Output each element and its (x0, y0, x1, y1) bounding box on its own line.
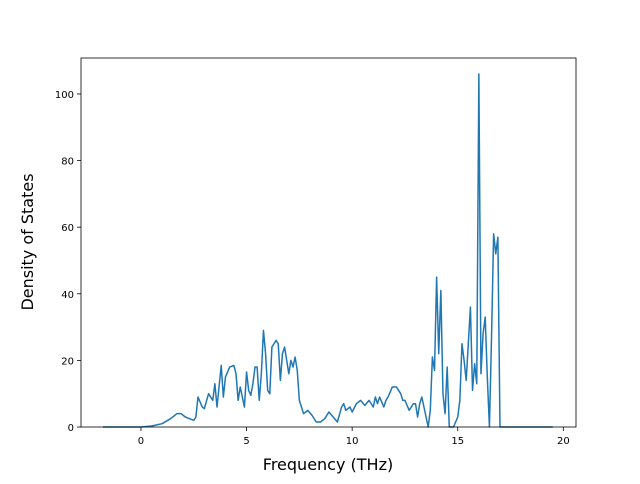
x-tick-label: 0 (138, 436, 144, 447)
y-tick-label: 60 (61, 223, 74, 234)
y-tick-label: 80 (61, 157, 74, 168)
x-tick-label: 20 (557, 436, 570, 447)
y-tick-label: 100 (55, 90, 74, 101)
x-tick-label: 10 (346, 436, 359, 447)
x-tick-label: 15 (451, 436, 464, 447)
x-tick-label: 5 (243, 436, 249, 447)
y-tick-label: 0 (68, 423, 74, 434)
line-series (102, 73, 553, 428)
x-axis-label: Frequency (THz) (263, 455, 393, 474)
y-axis-label: Density of States (18, 173, 37, 310)
y-tick-label: 40 (61, 290, 74, 301)
plot-frame (80, 57, 577, 428)
y-tick-label: 20 (61, 356, 74, 367)
